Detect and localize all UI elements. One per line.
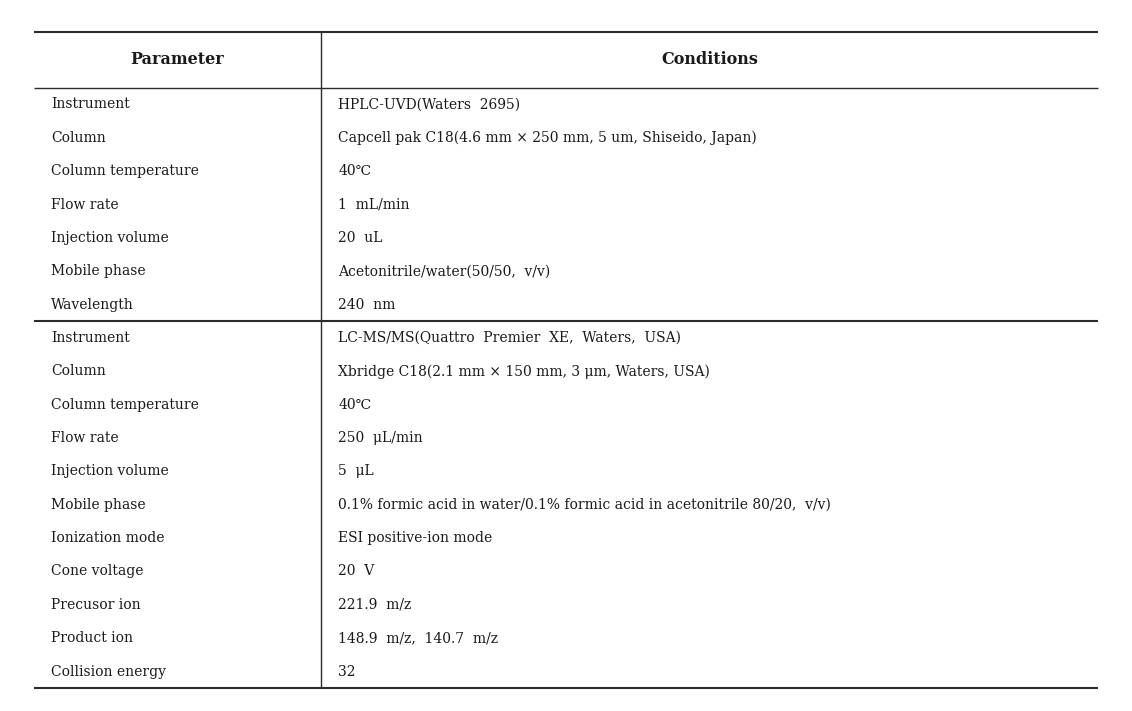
- Text: 40℃: 40℃: [338, 164, 371, 178]
- Text: 240  nm: 240 nm: [338, 298, 395, 311]
- Text: Column: Column: [51, 131, 105, 145]
- Text: Product ion: Product ion: [51, 631, 132, 645]
- Text: 32: 32: [338, 665, 355, 678]
- Text: Column: Column: [51, 364, 105, 378]
- Text: Column temperature: Column temperature: [51, 164, 199, 178]
- Text: HPLC-UVD(Waters  2695): HPLC-UVD(Waters 2695): [338, 97, 521, 112]
- Text: Parameter: Parameter: [130, 51, 224, 68]
- Text: Collision energy: Collision energy: [51, 665, 166, 678]
- Text: Column temperature: Column temperature: [51, 397, 199, 412]
- Text: 1  mL/min: 1 mL/min: [338, 198, 410, 212]
- Text: Instrument: Instrument: [51, 331, 130, 345]
- Text: Ionization mode: Ionization mode: [51, 531, 164, 545]
- Text: Wavelength: Wavelength: [51, 298, 134, 311]
- Text: Cone voltage: Cone voltage: [51, 565, 144, 579]
- Text: Acetonitrile/water(50/50,  v/v): Acetonitrile/water(50/50, v/v): [338, 264, 550, 278]
- Text: Injection volume: Injection volume: [51, 464, 169, 479]
- Text: 40℃: 40℃: [338, 397, 371, 412]
- Text: 148.9  m/z,  140.7  m/z: 148.9 m/z, 140.7 m/z: [338, 631, 498, 645]
- Text: 250  μL/min: 250 μL/min: [338, 431, 423, 445]
- Text: Xbridge C18(2.1 mm × 150 mm, 3 μm, Waters, USA): Xbridge C18(2.1 mm × 150 mm, 3 μm, Water…: [338, 364, 710, 378]
- Text: 20  V: 20 V: [338, 565, 375, 579]
- Text: 221.9  m/z: 221.9 m/z: [338, 598, 412, 612]
- Text: Mobile phase: Mobile phase: [51, 264, 146, 278]
- Text: Mobile phase: Mobile phase: [51, 498, 146, 512]
- Text: Injection volume: Injection volume: [51, 231, 169, 245]
- Text: Flow rate: Flow rate: [51, 431, 119, 445]
- Text: Instrument: Instrument: [51, 97, 130, 112]
- Text: 5  μL: 5 μL: [338, 464, 374, 479]
- Text: Conditions: Conditions: [661, 51, 758, 68]
- Text: Capcell pak C18(4.6 mm × 250 mm, 5 um, Shiseido, Japan): Capcell pak C18(4.6 mm × 250 mm, 5 um, S…: [338, 131, 757, 145]
- Text: Flow rate: Flow rate: [51, 198, 119, 212]
- Text: LC-MS/MS(Quattro  Premier  XE,  Waters,  USA): LC-MS/MS(Quattro Premier XE, Waters, USA…: [338, 331, 681, 345]
- Text: Precusor ion: Precusor ion: [51, 598, 140, 612]
- Text: 0.1% formic acid in water/0.1% formic acid in acetonitrile 80/20,  v/v): 0.1% formic acid in water/0.1% formic ac…: [338, 498, 831, 512]
- Text: ESI positive-ion mode: ESI positive-ion mode: [338, 531, 492, 545]
- Text: 20  uL: 20 uL: [338, 231, 383, 245]
